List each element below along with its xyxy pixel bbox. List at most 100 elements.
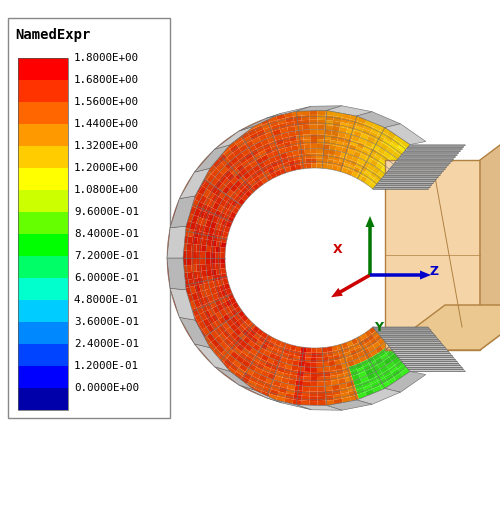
Polygon shape	[326, 106, 372, 116]
Polygon shape	[217, 235, 222, 242]
Polygon shape	[252, 183, 260, 190]
Polygon shape	[346, 340, 353, 347]
Polygon shape	[296, 164, 302, 170]
Polygon shape	[268, 394, 278, 401]
FancyArrow shape	[331, 274, 371, 297]
Polygon shape	[280, 168, 286, 174]
Polygon shape	[368, 175, 374, 182]
Polygon shape	[232, 302, 239, 309]
Polygon shape	[330, 135, 338, 141]
Polygon shape	[204, 162, 212, 171]
Polygon shape	[363, 172, 370, 179]
Polygon shape	[364, 353, 372, 360]
Polygon shape	[370, 338, 378, 345]
Polygon shape	[225, 346, 234, 355]
Polygon shape	[345, 133, 353, 140]
Polygon shape	[324, 376, 331, 381]
Polygon shape	[280, 357, 287, 363]
Polygon shape	[236, 140, 245, 149]
Polygon shape	[238, 184, 245, 191]
Polygon shape	[240, 132, 250, 140]
Polygon shape	[285, 343, 292, 349]
Polygon shape	[216, 241, 222, 247]
Polygon shape	[326, 400, 334, 406]
Polygon shape	[326, 346, 332, 352]
Polygon shape	[230, 324, 237, 332]
Polygon shape	[374, 334, 382, 342]
Polygon shape	[386, 171, 443, 173]
Polygon shape	[264, 361, 272, 369]
Polygon shape	[300, 164, 306, 169]
Polygon shape	[275, 170, 281, 176]
Polygon shape	[304, 362, 311, 367]
Polygon shape	[303, 134, 310, 140]
Polygon shape	[261, 177, 268, 184]
Polygon shape	[206, 252, 210, 258]
Polygon shape	[341, 117, 349, 124]
Polygon shape	[351, 171, 358, 178]
Polygon shape	[350, 160, 357, 167]
Polygon shape	[250, 179, 256, 187]
Polygon shape	[330, 375, 338, 381]
Polygon shape	[244, 152, 253, 160]
Polygon shape	[222, 157, 230, 166]
Polygon shape	[201, 258, 206, 265]
Polygon shape	[285, 117, 294, 123]
Polygon shape	[356, 388, 365, 395]
Polygon shape	[214, 210, 221, 218]
Polygon shape	[389, 353, 398, 361]
Polygon shape	[302, 115, 310, 120]
Polygon shape	[310, 382, 317, 386]
Text: 9.6000E-01: 9.6000E-01	[74, 207, 139, 217]
Polygon shape	[238, 128, 247, 136]
Polygon shape	[248, 187, 256, 194]
Polygon shape	[198, 186, 206, 195]
Polygon shape	[216, 218, 223, 225]
Text: 1.2000E-01: 1.2000E-01	[74, 361, 139, 371]
Polygon shape	[384, 173, 442, 175]
Polygon shape	[201, 252, 206, 258]
Polygon shape	[190, 286, 196, 294]
Polygon shape	[350, 115, 359, 121]
Polygon shape	[365, 140, 374, 147]
Polygon shape	[186, 243, 192, 251]
Polygon shape	[264, 159, 271, 166]
Text: Y: Y	[374, 321, 383, 334]
Polygon shape	[334, 399, 342, 405]
Polygon shape	[212, 293, 218, 300]
Polygon shape	[388, 143, 398, 151]
Polygon shape	[328, 154, 334, 160]
Polygon shape	[405, 366, 462, 367]
Polygon shape	[342, 147, 349, 154]
Polygon shape	[278, 391, 286, 398]
Polygon shape	[238, 311, 245, 317]
Polygon shape	[206, 174, 215, 183]
Polygon shape	[332, 350, 339, 356]
Polygon shape	[365, 168, 372, 175]
Polygon shape	[192, 293, 198, 301]
Bar	[18, 344, 68, 366]
Polygon shape	[294, 356, 300, 361]
Polygon shape	[266, 378, 274, 384]
Polygon shape	[324, 125, 332, 130]
Polygon shape	[182, 243, 187, 251]
Polygon shape	[343, 347, 350, 353]
Polygon shape	[311, 158, 316, 163]
Polygon shape	[178, 297, 184, 306]
Polygon shape	[294, 351, 300, 357]
Polygon shape	[258, 134, 268, 141]
Polygon shape	[203, 296, 209, 304]
Polygon shape	[167, 249, 172, 258]
Polygon shape	[269, 141, 277, 147]
Text: 1.8000E+00: 1.8000E+00	[74, 53, 139, 63]
Polygon shape	[365, 341, 372, 348]
Polygon shape	[220, 145, 230, 154]
Polygon shape	[248, 322, 256, 329]
Polygon shape	[227, 173, 235, 181]
Polygon shape	[200, 195, 207, 204]
Polygon shape	[352, 135, 360, 142]
Polygon shape	[222, 186, 230, 194]
Polygon shape	[254, 125, 264, 133]
Polygon shape	[239, 352, 247, 360]
Polygon shape	[286, 151, 294, 157]
